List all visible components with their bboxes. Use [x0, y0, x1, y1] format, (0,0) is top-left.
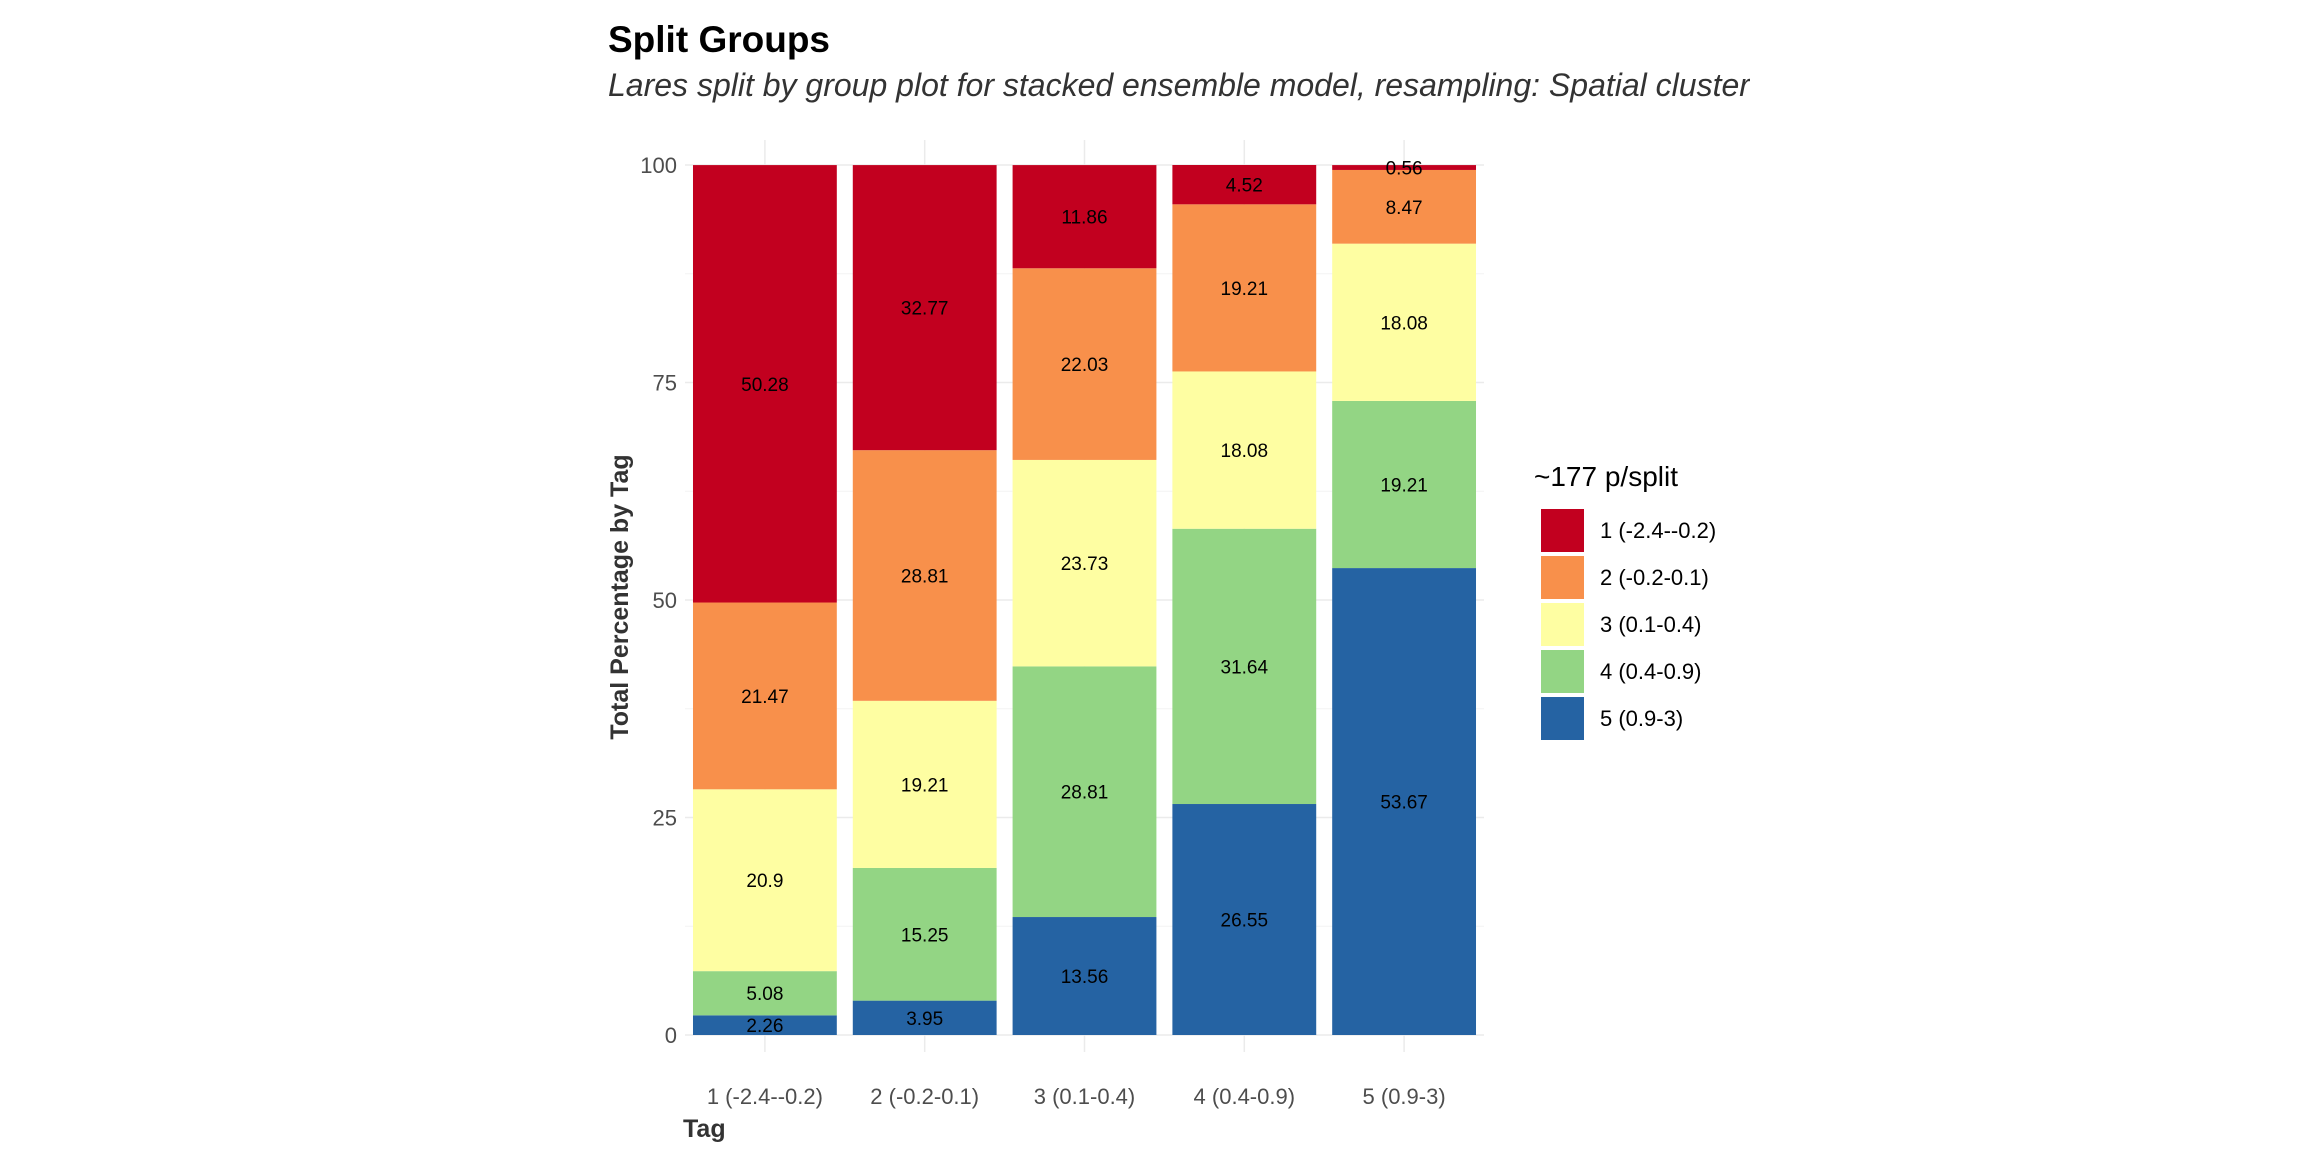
bar-segment-label: 5.08 [746, 984, 783, 1005]
bar-segment [1172, 204, 1317, 372]
legend-title: ~177 p/split [1534, 461, 1678, 492]
bar-segment [852, 700, 997, 868]
y-tick-label: 0 [665, 1023, 677, 1048]
x-tick-label: 3 (0.1-0.4) [1034, 1084, 1136, 1109]
bar-segment-label: 18.08 [1380, 313, 1428, 334]
legend-label: 4 (0.4-0.9) [1600, 659, 1702, 684]
bar-segment-label: 28.81 [901, 567, 949, 588]
legend-label: 1 (-2.4--0.2) [1600, 518, 1716, 543]
bar-segment-label: 3.95 [906, 1009, 943, 1030]
bar-segment [692, 602, 837, 790]
x-tick-label: 2 (-0.2-0.1) [870, 1084, 979, 1109]
bar-segment [1172, 371, 1317, 529]
bar-segment-label: 20.9 [746, 871, 783, 892]
data-labels-group: 2.26 5.08 20.9 21.47 50.28 3.95 15.25 19.21 28.8… [741, 159, 1428, 1038]
bar-segment [1332, 165, 1477, 170]
bar-segment-label: 18.08 [1221, 441, 1269, 462]
bar-segment [1332, 243, 1477, 401]
legend-label: 3 (0.1-0.4) [1600, 612, 1702, 637]
chart-subtitle: Lares split by group plot for stacked en… [608, 67, 1871, 103]
x-axis-ticks: 1 (-2.4--0.2) 2 (-0.2-0.1) 3 (0.1-0.4) 4 (0… [707, 1084, 1446, 1109]
bar-segment-label: 19.21 [1221, 279, 1269, 300]
bar-segment [692, 1015, 837, 1035]
bar-segment-label: 28.81 [1061, 783, 1109, 804]
x-tick-label: 1 (-2.4--0.2) [707, 1084, 823, 1109]
legend-items: 1 (-2.4--0.2) 2 (-0.2-0.1) 3 (0.1-0.4) 4 (0… [1541, 509, 1716, 740]
legend-swatch [1541, 603, 1584, 646]
legend-label: 2 (-0.2-0.1) [1600, 565, 1709, 590]
bar-segment [1172, 528, 1317, 805]
bar-segment [692, 165, 837, 603]
bar-segment-label: 23.73 [1061, 554, 1109, 575]
bar-segment-label: 32.77 [901, 299, 949, 320]
chart-title: Split Groups [608, 19, 830, 60]
y-axis-ticks: 0 25 50 75 100 [640, 153, 677, 1048]
bar-segment [1012, 666, 1157, 918]
bar-segment-label: 50.28 [741, 375, 789, 396]
bar-segment [1172, 165, 1317, 205]
legend-swatch [1541, 650, 1584, 693]
y-tick-label: 75 [653, 371, 677, 396]
bar-segment-label: 13.56 [1061, 967, 1109, 988]
legend-swatch [1541, 697, 1584, 740]
bar-segment-label: 15.25 [901, 925, 949, 946]
bar-segment [1012, 917, 1157, 1035]
bars-group [692, 165, 1477, 1035]
legend-label: 5 (0.9-3) [1600, 706, 1683, 731]
bar-segment-label: 2.26 [746, 1016, 783, 1037]
legend: ~177 p/split 1 (-2.4--0.2) 2 (-0.2-0.1) 3 … [1534, 461, 1716, 740]
bar-segment [692, 971, 837, 1016]
x-tick-label: 4 (0.4-0.9) [1194, 1084, 1296, 1109]
bar-segment [852, 1000, 997, 1035]
bar-segment-label: 19.21 [901, 775, 949, 796]
bar-segment [1012, 268, 1157, 460]
bar-segment-label: 8.47 [1386, 198, 1423, 219]
y-tick-label: 50 [653, 588, 677, 613]
x-tick-label: 5 (0.9-3) [1363, 1084, 1446, 1109]
y-tick-label: 25 [653, 806, 677, 831]
bar-segment [692, 789, 837, 972]
bar-segment-label: 11.86 [1061, 208, 1107, 229]
bar-segment [1332, 400, 1477, 569]
bar-segment-label: 53.67 [1380, 793, 1428, 814]
legend-swatch [1541, 509, 1584, 552]
bar-segment-label: 4.52 [1226, 176, 1263, 197]
bar-segment [1012, 165, 1157, 269]
bar-segment [1332, 568, 1477, 1035]
y-axis-title: Total Percentage by Tag [606, 454, 634, 739]
bar-segment [1332, 169, 1477, 244]
bar-segment-label: 19.21 [1380, 476, 1428, 497]
bar-segment-label: 26.55 [1221, 911, 1269, 932]
legend-swatch [1541, 556, 1584, 599]
bar-segment [852, 165, 997, 451]
x-axis-title: Tag [683, 1115, 726, 1143]
bar-segment-label: 0.56 [1386, 159, 1423, 180]
bar-segment-label: 31.64 [1221, 657, 1269, 678]
bar-segment [852, 450, 997, 701]
bar-segment [1012, 459, 1157, 667]
y-tick-label: 100 [640, 153, 677, 178]
bar-segment [1172, 804, 1317, 1035]
bar-segment [852, 867, 997, 1001]
bar-segment-label: 22.03 [1061, 355, 1109, 376]
bar-segment-label: 21.47 [741, 687, 789, 708]
